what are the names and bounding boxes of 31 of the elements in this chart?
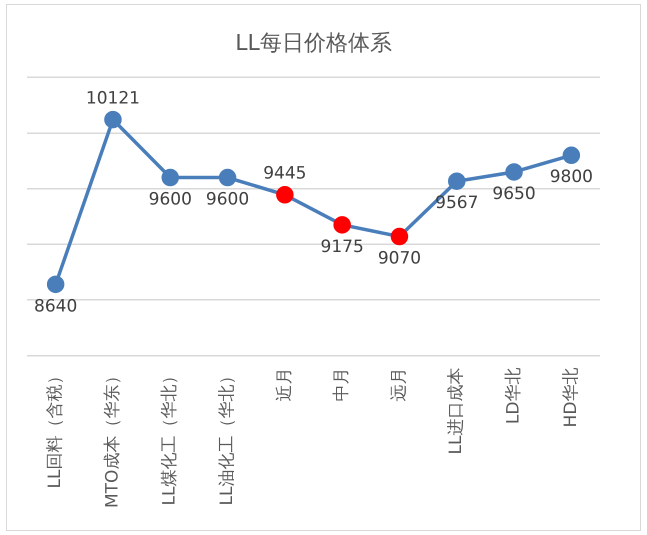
data-label: 9070 — [378, 248, 422, 268]
point — [46, 276, 64, 294]
point — [448, 172, 466, 190]
x-tick-label: HD华北 — [560, 368, 581, 428]
x-tick-label: MTO成本（华东） — [102, 368, 122, 508]
x-tick-label: 中月 — [332, 368, 352, 402]
x-tick-label: LD华北 — [503, 368, 524, 424]
x-tick-label: LL油化工（华北） — [216, 368, 237, 506]
x-tick-label: LL回料（含税） — [45, 368, 66, 489]
point — [162, 168, 179, 186]
point — [562, 146, 580, 164]
point — [276, 186, 294, 204]
data-label: 9445 — [263, 164, 306, 184]
x-tick-label: LL煤化工（华北） — [160, 368, 180, 506]
data-label: 9650 — [492, 184, 536, 204]
data-label: 9600 — [206, 189, 250, 210]
point — [390, 228, 408, 246]
x-tick-label: LL进口成本 — [446, 368, 466, 455]
point — [218, 168, 236, 186]
data-label: 9175 — [320, 236, 364, 257]
chart-title: LL每日价格体系 — [235, 30, 392, 56]
x-tick-label: 远月 — [388, 368, 409, 402]
point — [104, 110, 122, 128]
data-label: 9600 — [148, 189, 192, 210]
data-label: 8640 — [34, 296, 78, 316]
data-label: 10121 — [86, 88, 140, 108]
point — [333, 216, 351, 234]
point — [505, 163, 523, 181]
data-label: 9567 — [435, 193, 478, 214]
data-label: 9800 — [550, 167, 593, 188]
x-tick-label: 近月 — [274, 368, 294, 402]
